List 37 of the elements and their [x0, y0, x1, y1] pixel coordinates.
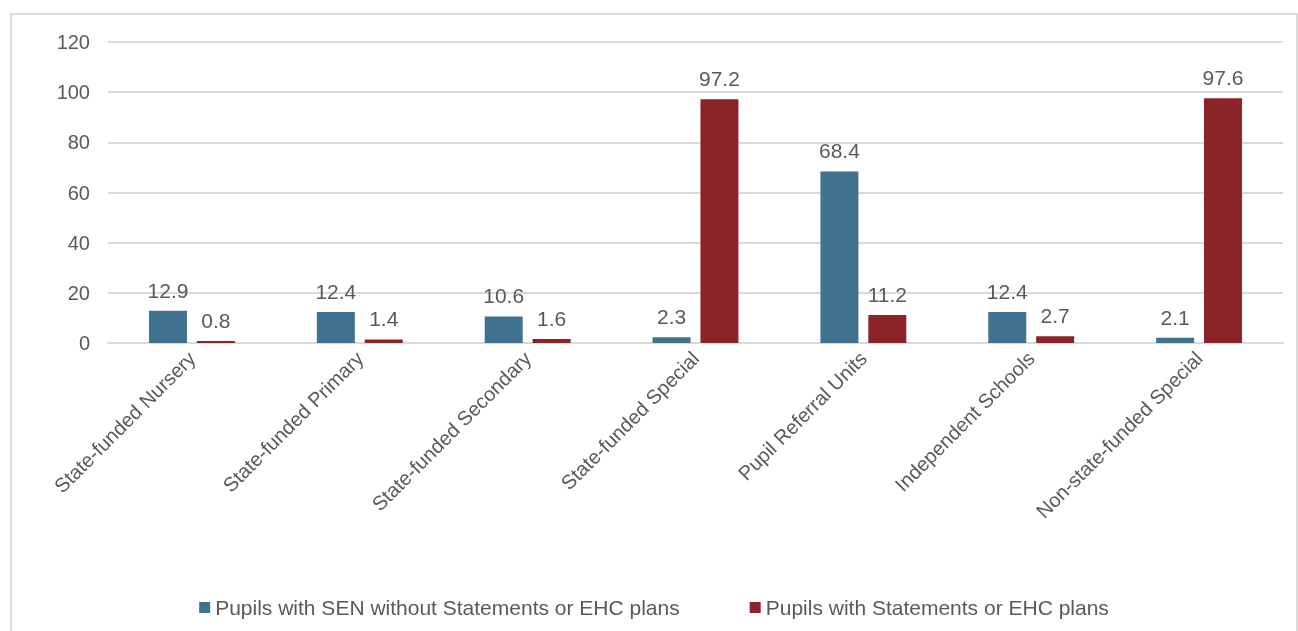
- bar: [868, 314, 907, 343]
- y-tick-label: 60: [67, 181, 90, 204]
- bar: [484, 316, 523, 343]
- y-tick-label: 80: [67, 131, 90, 154]
- y-tick-label: 20: [67, 281, 90, 304]
- bar: [196, 340, 235, 343]
- legend-label: Pupils with SEN without Statements or EHC plans: [215, 596, 680, 619]
- data-label: 97.2: [699, 67, 740, 91]
- bar: [1156, 337, 1195, 343]
- y-tick-label: 120: [56, 31, 90, 53]
- data-label: 12.4: [986, 279, 1029, 303]
- data-label: 12.4: [315, 279, 357, 303]
- data-label: 10.6: [483, 284, 525, 308]
- bar: [148, 310, 187, 343]
- data-label: 2.7: [1040, 304, 1070, 328]
- data-label: 2.3: [656, 305, 687, 329]
- data-label: 0.8: [201, 308, 231, 332]
- data-label: 1.6: [536, 306, 567, 330]
- bar: [652, 337, 691, 343]
- legend-label: Pupils with Statements or EHC plans: [765, 596, 1109, 619]
- data-label: 11.2: [867, 282, 907, 306]
- bar: [532, 338, 571, 343]
- y-tick-label: 40: [67, 231, 90, 254]
- data-label: 97.6: [1202, 66, 1244, 90]
- bar: [700, 99, 739, 343]
- y-tick-label: 0: [78, 332, 90, 354]
- data-label: 68.4: [818, 139, 861, 163]
- bar: [1036, 336, 1075, 343]
- bar: [364, 339, 403, 343]
- data-label: 2.1: [1160, 305, 1190, 329]
- bar: [820, 171, 859, 343]
- y-tick-label: 100: [56, 81, 90, 104]
- data-label: 1.4: [369, 307, 399, 331]
- bar: [988, 311, 1027, 343]
- bar: [1204, 98, 1243, 343]
- bar: [316, 311, 355, 343]
- data-label: 12.9: [147, 278, 189, 302]
